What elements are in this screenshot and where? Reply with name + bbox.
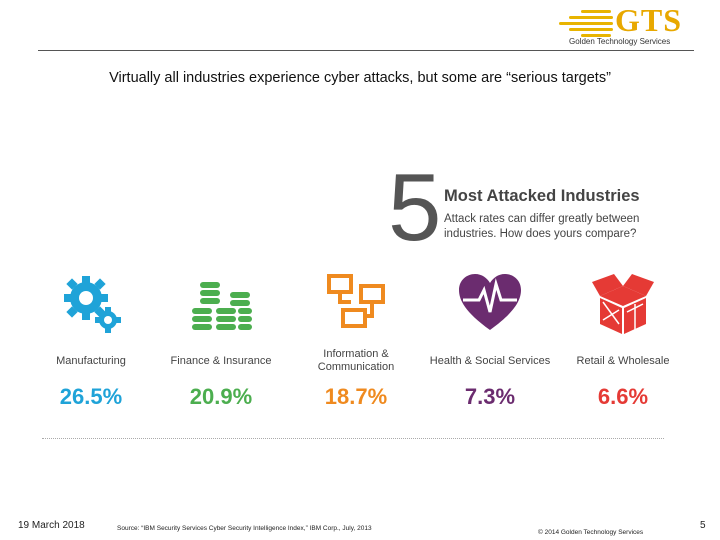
industry-label: Finance & Insurance	[170, 354, 272, 367]
page-number: 5	[700, 520, 706, 531]
slide-headline: Virtually all industries experience cybe…	[109, 70, 611, 86]
logo-speed-lines	[555, 8, 615, 37]
open-box-icon	[588, 268, 658, 338]
footer-date: 19 March 2018	[18, 520, 85, 531]
logo-subtitle: Golden Technology Services	[569, 37, 671, 46]
industry-percentage: 20.9%	[189, 384, 253, 409]
industry-label: Retail & Wholesale	[576, 354, 670, 367]
heart-pulse-icon	[455, 268, 525, 338]
industry-percentage: 6.6%	[597, 384, 649, 409]
industry-label: Health & Social Services	[429, 354, 551, 367]
industry-finance-insurance: Finance & Insurance 20.9%	[156, 268, 286, 410]
industry-label: Manufacturing	[56, 354, 126, 367]
industry-information-communication: Information & Communication 18.7%	[291, 268, 421, 410]
industry-percentage: 18.7%	[324, 384, 388, 409]
industry-health-social: Health & Social Services 7.3%	[425, 268, 555, 410]
network-devices-icon	[321, 268, 391, 338]
gts-logo: GTS Golden Technology Services	[555, 2, 695, 50]
dotted-divider	[42, 438, 664, 439]
footer-copyright: © 2014 Golden Technology Services	[538, 529, 644, 536]
logo-text: GTS	[615, 2, 683, 38]
industry-manufacturing: Manufacturing 26.5%	[26, 268, 156, 410]
industry-percentage: 7.3%	[464, 384, 516, 409]
header-divider	[38, 50, 694, 51]
infographic-title: Most Attacked Industries	[444, 187, 640, 205]
industry-retail-wholesale: Retail & Wholesale 6.6%	[558, 268, 688, 410]
coin-stacks-icon	[186, 268, 256, 338]
footer-source: Source: “IBM Security Services Cyber Sec…	[117, 525, 372, 532]
gears-icon	[56, 268, 126, 338]
industry-label: Information & Communication	[317, 348, 395, 373]
infographic-subtitle: Attack rates can differ greatly between …	[444, 213, 640, 240]
big-number: 5	[388, 154, 442, 261]
industry-percentage: 26.5%	[59, 384, 123, 409]
